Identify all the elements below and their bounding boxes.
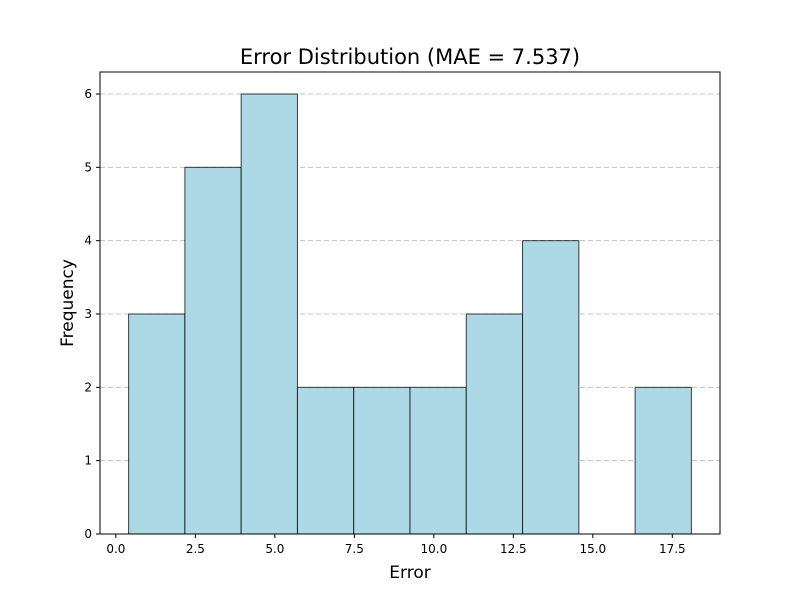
histogram-bar-9 (634, 386, 692, 535)
histogram-bar-1 (184, 166, 242, 535)
y-tick-label-3: 3 (84, 307, 92, 321)
x-tick-label-3: 7.5 (345, 542, 364, 556)
histogram-bars (128, 93, 692, 535)
x-tick-label-0: 0.0 (106, 542, 125, 556)
histogram-bar-3 (296, 386, 355, 535)
histogram-bar-5 (409, 386, 467, 535)
histogram-bar-0 (128, 313, 186, 535)
y-tick-label-2: 2 (84, 380, 92, 394)
x-tick-label-4: 10.0 (420, 542, 447, 556)
grid-lines (100, 93, 720, 462)
y-tick-label-4: 4 (84, 234, 92, 248)
y-tick-label-1: 1 (84, 454, 92, 468)
x-axis-ticks: 0.0 2.5 5.0 7.5 10.0 12.5 15.0 17.5 (106, 534, 686, 556)
x-tick-label-2: 5.0 (265, 542, 284, 556)
histogram-bar-2 (240, 93, 298, 535)
histogram-bar-7 (522, 240, 580, 535)
y-tick-label-0: 0 (84, 527, 92, 541)
y-tick-label-5: 5 (84, 160, 92, 174)
histogram-bar-4 (353, 386, 411, 535)
y-axis-ticks: 0 1 2 3 4 5 6 (84, 87, 100, 541)
y-tick-label-6: 6 (84, 87, 92, 101)
y-axis-label: Frequency (58, 259, 78, 347)
x-tick-label-5: 12.5 (500, 542, 527, 556)
chart-title: Error Distribution (MAE = 7.537) (240, 45, 580, 69)
x-axis-label: Error (389, 563, 430, 583)
histogram-bar-6 (465, 313, 524, 535)
x-tick-label-6: 15.0 (579, 542, 606, 556)
x-tick-label-7: 17.5 (659, 542, 686, 556)
x-tick-label-1: 2.5 (186, 542, 205, 556)
plot-area-frame (99, 71, 721, 535)
